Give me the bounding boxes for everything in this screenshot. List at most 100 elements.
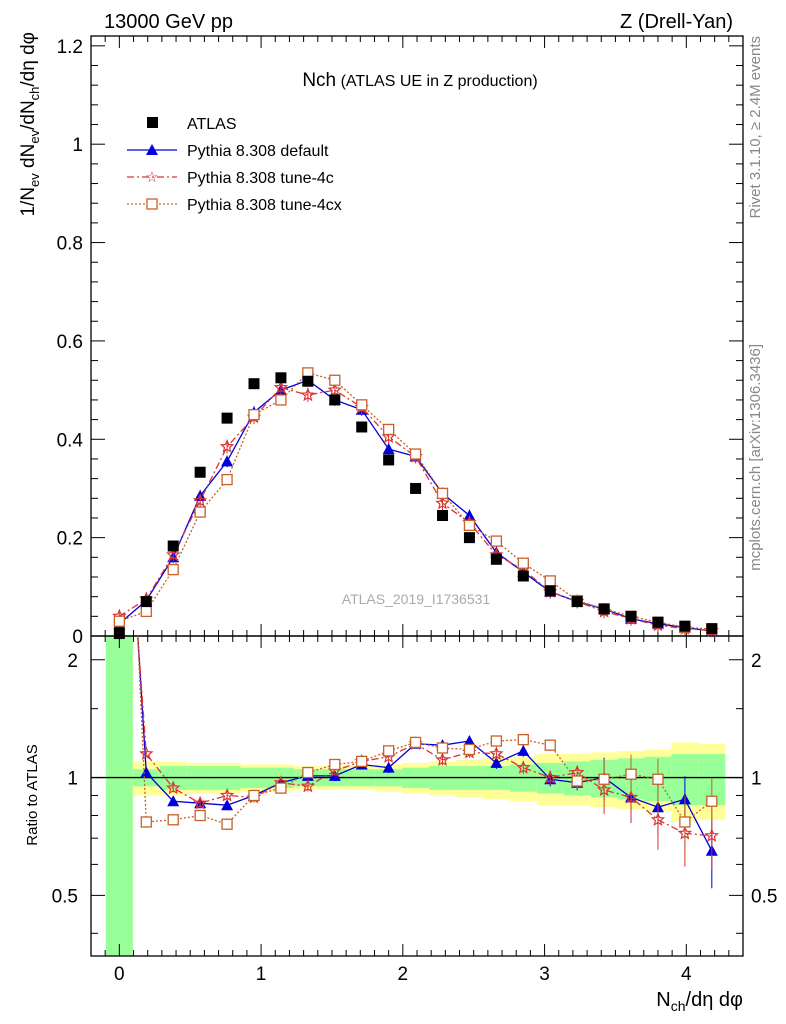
ratio-point-tune4c (516, 760, 531, 774)
x-tick-label: 0 (114, 964, 125, 985)
point-atlas (490, 553, 502, 565)
series-atlas (113, 372, 718, 640)
ratio-tick-label-left: 0.5 (52, 886, 78, 907)
point-atlas (167, 540, 179, 552)
ratio-point-tune4c (166, 780, 181, 795)
ratio-point-tune4cx (679, 816, 691, 828)
ratio-point-tune4c (300, 778, 316, 793)
ratio-point-tune4cx (544, 739, 556, 751)
y-tick-label: 1 (72, 135, 83, 156)
point-atlas (329, 394, 341, 406)
point-atlas (221, 412, 233, 424)
ratio-point-tune4cx (140, 816, 152, 828)
y-tick-label: 0.8 (57, 234, 83, 255)
point-default (221, 455, 234, 467)
point-atlas (437, 510, 449, 522)
ratio-tick-label-right: 0.5 (751, 886, 777, 907)
x-tick-label: 4 (681, 964, 692, 985)
point-default (382, 443, 395, 455)
ratio-point-tune4cx (356, 755, 368, 768)
ratio-point-tune4c (542, 770, 558, 784)
y-tick-label: 0 (72, 627, 83, 648)
ratio-point-default (221, 799, 234, 811)
point-atlas (113, 628, 125, 640)
point-tune4cx (275, 394, 287, 406)
ratio-point-tune4c (704, 828, 719, 842)
ratio-point-default (382, 761, 395, 773)
point-tune4cx (517, 557, 529, 569)
ratio-point-tune4cx (194, 809, 206, 822)
point-tune4c (219, 439, 235, 453)
point-atlas (706, 623, 718, 635)
x-axis-label: Nch/dη dφ (656, 989, 743, 1014)
ratio-point-tune4cx (517, 733, 529, 746)
legend-label-tune4c: Pythia 8.308 tune-4c (187, 170, 334, 187)
legend-marker-default (146, 144, 158, 155)
legend-marker-tune4c: ☆ (145, 169, 158, 186)
analysis-id: ATLAS_2019_I1736531 (342, 591, 491, 607)
ratio-point-tune4c (139, 746, 154, 760)
ratio-point-tune4c (623, 789, 639, 804)
point-tune4cx (356, 399, 368, 411)
ratio-point-tune4cx (167, 814, 179, 826)
ratio-point-tune4cx (275, 782, 287, 794)
point-tune4cx (113, 615, 125, 627)
ratio-line-tune4cx (137, 635, 713, 825)
x-tick-label: 2 (398, 964, 409, 985)
ratio-point-tune4c (192, 795, 208, 810)
point-atlas (652, 616, 664, 628)
point-atlas (517, 570, 529, 582)
ratio-tick-label-right: 1 (751, 769, 762, 790)
band-inner (105, 636, 133, 956)
ratio-point-tune4cx (383, 745, 395, 757)
ratio-point-tune4cx (221, 818, 233, 830)
point-atlas (625, 610, 637, 622)
point-tune4cx (409, 448, 422, 460)
point-atlas (544, 585, 556, 597)
ratio-point-tune4cx (409, 736, 422, 749)
ratio-tick-label-left: 2 (67, 651, 78, 672)
ratio-point-tune4c (219, 787, 235, 802)
rivet-label: Rivet 3.1.10, ≥ 2.4M events (747, 36, 764, 219)
ratio-point-tune4cx (329, 758, 341, 771)
ratio-tick-label-right: 2 (751, 651, 762, 672)
legend-label-tune4cx: Pythia 8.308 tune-4cx (187, 197, 342, 214)
point-tune4c (192, 493, 208, 507)
ratio-y-label: Ratio to ATLAS (24, 744, 41, 845)
ratio-tick-label-left: 1 (67, 769, 78, 790)
ratio-point-tune4cx (248, 789, 260, 802)
point-atlas (679, 620, 691, 632)
point-tune4cx (383, 423, 395, 436)
point-default (463, 509, 476, 521)
point-tune4c (273, 380, 289, 394)
point-tune4cx (167, 563, 179, 576)
legend: ATLAS Pythia 8.308 default ☆ Pythia 8.30… (127, 116, 342, 214)
y-tick-label: 0.6 (57, 332, 83, 353)
y-tick-label: 0.2 (57, 529, 83, 550)
plot-layer: 0 1 2 3 4 0 0.2 0.4 0.6 0.8 1 1.2 0.5 0.5 1 1 2 2 (52, 35, 777, 985)
point-tune4c (300, 387, 316, 402)
ratio-point-default (463, 735, 476, 747)
point-atlas (356, 421, 368, 433)
ratio-point-tune4cx (571, 775, 583, 787)
point-atlas (140, 596, 152, 608)
ratio-point-tune4c (489, 746, 504, 760)
legend-label-atlas: ATLAS (187, 116, 237, 133)
ratio-series-tune4cx (137, 635, 718, 853)
point-atlas (571, 596, 583, 608)
point-tune4cx (194, 506, 206, 518)
point-tune4c (166, 547, 181, 561)
ratio-point-tune4cx (436, 742, 449, 754)
point-atlas (410, 482, 422, 494)
ratio-point-default (167, 795, 180, 807)
ratio-point-tune4cx (706, 795, 718, 807)
x-tick-label: 1 (256, 964, 267, 985)
point-atlas (194, 466, 206, 478)
point-tune4c (327, 382, 342, 397)
mcplots-label: mcplots.cern.ch [arXiv:1306.3436] (747, 344, 764, 571)
legend-marker-atlas (147, 117, 158, 128)
point-atlas (383, 454, 395, 466)
energy-label: 13000 GeV pp (104, 11, 233, 33)
point-tune4cx (329, 374, 341, 386)
